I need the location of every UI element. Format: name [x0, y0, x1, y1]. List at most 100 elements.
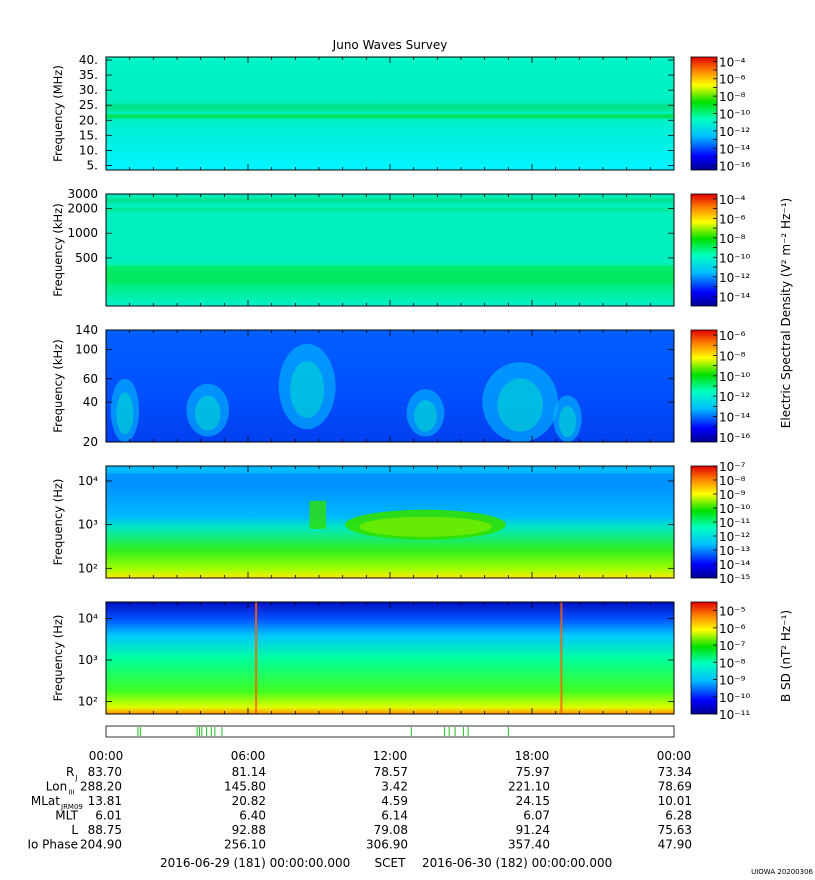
- ephemeris-value: 221.10: [508, 780, 550, 794]
- footer-start-time: 2016-06-29 (181) 00:00:00.000: [160, 856, 350, 870]
- spectrogram-field: [106, 602, 674, 714]
- ephemeris-value: 6.28: [665, 809, 692, 823]
- time-tick-label: 12:00: [373, 749, 408, 763]
- y-tick-label: 60: [83, 372, 98, 386]
- svg-text:Frequency (kHz): Frequency (kHz): [51, 203, 65, 296]
- colorbar-tick-label: 10⁻¹⁶: [719, 431, 750, 445]
- ephemeris-value: 24.15: [516, 794, 550, 808]
- ephemeris-value: 78.69: [658, 780, 692, 794]
- chart-title: Juno Waves Survey: [332, 38, 448, 52]
- ephemeris-value: 256.10: [224, 838, 266, 852]
- colorbar-tick-label: 10⁻¹²: [719, 125, 750, 139]
- ephemeris-row-label: R: [66, 765, 74, 779]
- ephemeris-row-subscript: J: [74, 774, 77, 782]
- svg-text:Electric Spectral Density (V²: Electric Spectral Density (V² m⁻² Hz⁻¹): [779, 198, 793, 428]
- ephemeris-value: 204.90: [80, 838, 122, 852]
- colorbar-tick-label: 10⁻¹²: [719, 390, 750, 404]
- time-tick-label: 06:00: [231, 749, 266, 763]
- colorbar-tick-label: 10⁻¹⁴: [719, 290, 750, 304]
- emission-features: [255, 602, 563, 714]
- ephemeris-value: 6.14: [381, 809, 408, 823]
- svg-text:Frequency (MHz): Frequency (MHz): [51, 65, 65, 162]
- colorbar-tick-label: 10⁻¹⁴: [719, 411, 750, 425]
- y-axis-label: Frequency (MHz): [51, 65, 65, 162]
- colorbar-tick-label: 10⁻¹⁰: [719, 251, 750, 265]
- spectrogram-field: [106, 57, 674, 170]
- ephemeris-value: 79.08: [374, 823, 408, 837]
- y-tick-label: 10.: [79, 143, 98, 157]
- ephemeris-value: 75.97: [516, 765, 550, 779]
- colorbar-tick-label: 10⁻⁷: [719, 460, 746, 474]
- y-tick-label: 1000: [67, 226, 98, 240]
- y-tick-label: 5.: [87, 158, 98, 172]
- emission-features: [106, 207, 674, 283]
- y-tick-label: 20: [83, 435, 98, 449]
- colorbar-tick-label: 10⁻⁸: [719, 232, 746, 246]
- colorbar-tick-label: 10⁻¹⁶: [719, 160, 750, 174]
- svg-text:Frequency (Hz): Frequency (Hz): [51, 479, 65, 566]
- colorbar-tick-label: 10⁻¹⁴: [719, 558, 750, 572]
- time-tick-label: 00:00: [657, 749, 692, 763]
- ephemeris-value: 6.40: [239, 809, 266, 823]
- colorbar-tick-label: 10⁻⁸: [719, 656, 746, 670]
- y-tick-label: 10⁴: [78, 474, 98, 488]
- y-tick-label: 500: [75, 251, 98, 265]
- y-axis-label: Frequency (Hz): [51, 479, 65, 566]
- y-tick-label: 15.: [79, 128, 98, 142]
- colorbar-tick-label: 10⁻¹¹: [719, 708, 750, 722]
- ephemeris-row-label: Io Phase: [27, 838, 78, 852]
- colorbar-tick-label: 10⁻⁸: [719, 474, 746, 488]
- emission-features: [106, 114, 674, 119]
- colorbar-label-magnetic: B SD (nT² Hz⁻¹): [779, 610, 793, 702]
- emission-features: [110, 343, 582, 443]
- spectrogram-panel-4: 10⁴ 10³ 10² Frequency (Hz): [51, 465, 675, 579]
- spectrogram-panels: 40.35.30.25.20.15.10.5. Frequency (MHz) 30…: [51, 53, 675, 715]
- ephemeris-row-label: MLat: [31, 794, 60, 808]
- colorbar-label-electric: Electric Spectral Density (V² m⁻² Hz⁻¹): [779, 198, 793, 428]
- colorbar-tick-label: 10⁻¹¹: [719, 516, 750, 530]
- spectrogram-panel-3: 140 100 60 40 20 Frequency (kHz): [51, 323, 675, 449]
- colorbar-tick-label: 10⁻⁹: [719, 488, 746, 502]
- colorbar-1: 10⁻⁴ 10⁻⁶ 10⁻⁸ 10⁻¹⁰ 10⁻¹² 10⁻¹⁴ 10⁻¹⁶: [690, 55, 750, 174]
- ephemeris-value: 47.90: [658, 838, 692, 852]
- colorbar-tick-label: 10⁻⁶: [719, 622, 746, 636]
- colorbar-tick-label: 10⁻⁶: [719, 73, 746, 87]
- svg-text:Frequency (kHz): Frequency (kHz): [51, 339, 65, 432]
- ephemeris-value: 145.80: [224, 780, 266, 794]
- colorbar-tick-label: 10⁻⁷: [719, 639, 746, 653]
- ephemeris-row-label: MLT: [55, 809, 78, 823]
- colorbar-tick-label: 10⁻⁸: [719, 90, 746, 104]
- ephemeris-value: 88.75: [88, 823, 122, 837]
- y-tick-label: 30.: [79, 83, 98, 97]
- ephemeris-value: 78.57: [374, 765, 408, 779]
- y-tick-label: 100: [75, 342, 98, 356]
- spectrogram-panel-1: 40.35.30.25.20.15.10.5. Frequency (MHz): [51, 53, 675, 172]
- colorbar-tick-label: 10⁻¹⁵: [719, 572, 750, 586]
- ephemeris-value: 13.81: [88, 794, 122, 808]
- ephemeris-value: 91.24: [516, 823, 550, 837]
- y-tick-label: 20.: [79, 113, 98, 127]
- colorbar-tick-label: 10⁻⁴: [719, 55, 746, 69]
- y-axis-label: Frequency (Hz): [51, 615, 65, 702]
- ephemeris-value: 3.42: [381, 780, 408, 794]
- y-tick-label: 10³: [78, 653, 98, 667]
- colorbar-tick-label: 10⁻⁶: [719, 212, 746, 226]
- ephemeris-value: 306.90: [366, 838, 408, 852]
- time-tick-label: 00:00: [89, 749, 124, 763]
- y-tick-label: 35.: [79, 68, 98, 82]
- ephemeris-value: 288.20: [80, 780, 122, 794]
- svg-text:Frequency (Hz): Frequency (Hz): [51, 615, 65, 702]
- colorbar-tick-label: 10⁻¹⁰: [719, 502, 750, 516]
- y-tick-label: 10²: [78, 561, 98, 575]
- time-tick-label: 18:00: [515, 749, 550, 763]
- colorbar-5: 10⁻⁵ 10⁻⁶ 10⁻⁷ 10⁻⁸ 10⁻⁹ 10⁻¹⁰ 10⁻¹¹: [690, 601, 750, 722]
- y-tick-label: 10²: [78, 695, 98, 709]
- y-axis-label: Frequency (kHz): [51, 203, 65, 296]
- colorbar-tick-label: 10⁻¹⁴: [719, 142, 750, 156]
- y-tick-label: 10³: [78, 518, 98, 532]
- ephemeris-value: 75.63: [658, 823, 692, 837]
- colorbar-4: 10⁻⁷10⁻⁸10⁻⁹10⁻¹⁰10⁻¹¹10⁻¹²10⁻¹³10⁻¹⁴10⁻…: [690, 460, 750, 586]
